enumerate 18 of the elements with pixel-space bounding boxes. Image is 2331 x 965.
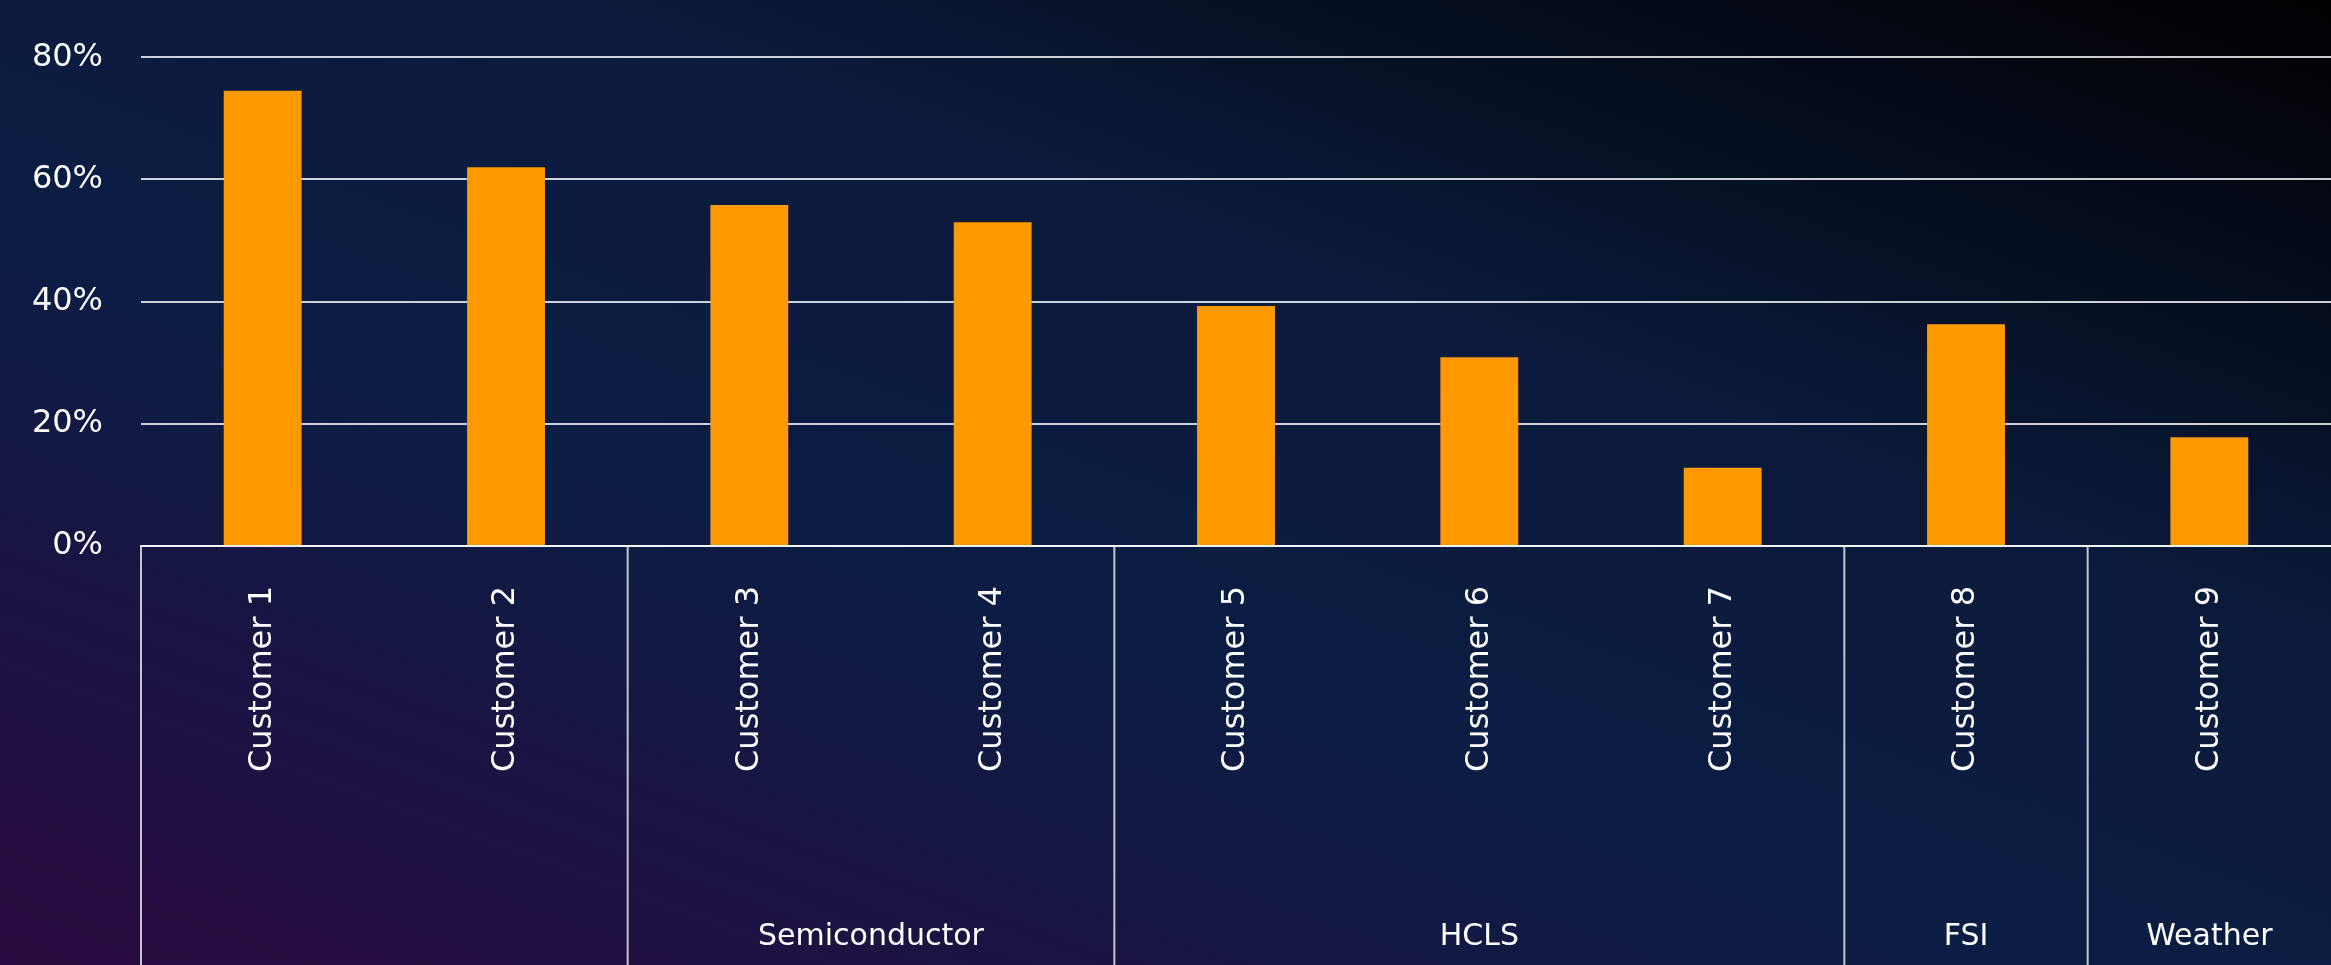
text: HCLS	[1439, 916, 1519, 952]
y-tick-label: 60%	[31, 157, 103, 196]
x-tick-label: Customer 1	[240, 586, 279, 772]
y-tick-label: 80%	[31, 35, 103, 74]
y-tick-label: 20%	[31, 402, 103, 441]
text: Semiconductor	[758, 916, 985, 952]
x-tick-label: Customer 7	[1700, 586, 1739, 772]
x-tick-label: Customer 5	[1214, 586, 1253, 772]
x-tick-label: Customer 2	[484, 586, 523, 772]
text: FSI	[1943, 916, 1989, 952]
text: Weather	[2146, 916, 2274, 952]
x-tick-label: Customer 6	[1457, 586, 1496, 772]
x-tick-label: Customer 9	[2187, 586, 2226, 772]
y-tick-label: 40%	[31, 279, 103, 318]
x-tick-label: Customer 4	[970, 586, 1009, 772]
x-tick-label: Customer 3	[727, 586, 766, 772]
y-tick-label: 0%	[52, 524, 103, 563]
x-tick-label: Customer 8	[1944, 586, 1983, 772]
